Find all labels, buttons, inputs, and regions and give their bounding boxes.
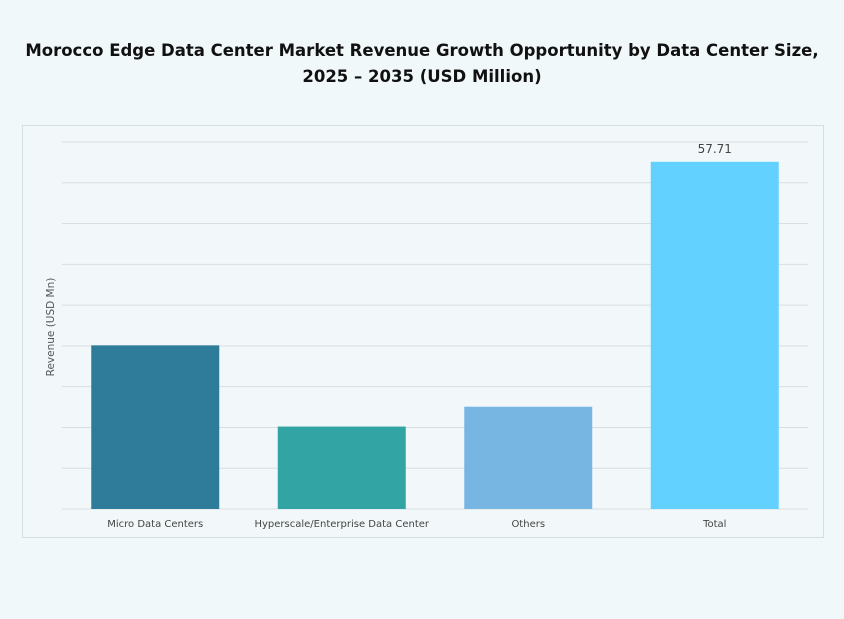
data-label: 57.71 — [698, 142, 732, 156]
bar — [650, 161, 779, 509]
bar — [91, 345, 220, 509]
chart-title: Morocco Edge Data Center Market Revenue … — [25, 41, 819, 86]
y-axis-label: Revenue (USD Mn) — [45, 278, 57, 377]
x-tick-label: Others — [511, 519, 545, 530]
x-tick-label: Hyperscale/Enterprise Data Center — [254, 519, 429, 530]
bar — [464, 406, 593, 509]
x-tick-label: Micro Data Centers — [107, 519, 203, 530]
x-tick-label: Total — [702, 519, 726, 530]
bar — [277, 426, 406, 509]
